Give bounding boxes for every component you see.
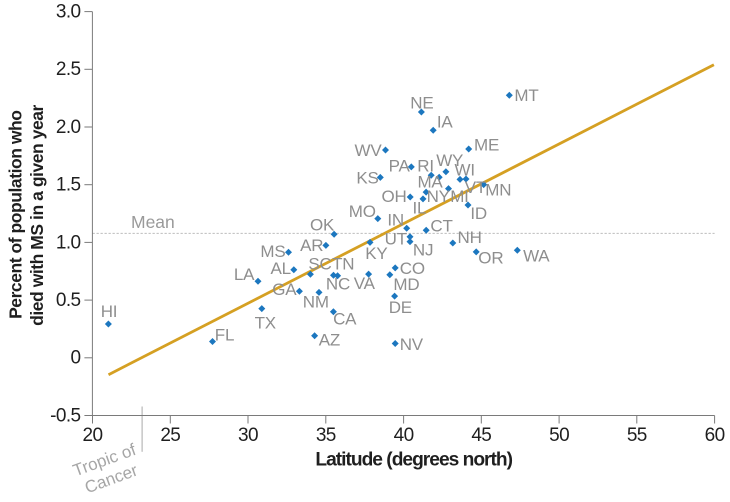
svg-text:TX: TX	[255, 313, 276, 332]
svg-text:SC: SC	[308, 255, 331, 274]
svg-text:OK: OK	[310, 216, 335, 235]
svg-text:NH: NH	[458, 228, 482, 247]
svg-text:IN: IN	[387, 211, 404, 230]
svg-text:CT: CT	[430, 217, 452, 236]
svg-text:Latitude (degrees north): Latitude (degrees north)	[315, 449, 512, 470]
svg-text:NM: NM	[303, 292, 329, 311]
svg-text:MS: MS	[260, 242, 285, 261]
svg-text:KS: KS	[356, 169, 378, 188]
svg-text:20: 20	[83, 425, 103, 446]
svg-text:0: 0	[71, 348, 81, 369]
svg-text:50: 50	[549, 425, 569, 446]
svg-text:MO: MO	[349, 202, 376, 221]
svg-text:CO: CO	[400, 259, 425, 278]
svg-text:DE: DE	[389, 298, 412, 317]
svg-text:NY: NY	[427, 187, 450, 206]
svg-text:LA: LA	[234, 265, 255, 284]
svg-text:NJ: NJ	[413, 240, 433, 259]
svg-text:40: 40	[394, 425, 414, 446]
svg-text:WY: WY	[436, 151, 463, 170]
svg-text:AR: AR	[300, 236, 323, 255]
svg-text:died with MS in a given year: died with MS in a given year	[27, 104, 47, 325]
svg-text:MA: MA	[417, 173, 443, 192]
svg-text:1.5: 1.5	[56, 175, 81, 196]
svg-text:IL: IL	[413, 199, 427, 218]
svg-text:2.0: 2.0	[56, 117, 81, 138]
svg-text:MD: MD	[393, 275, 419, 294]
svg-text:35: 35	[316, 425, 336, 446]
svg-text:MI: MI	[450, 187, 468, 206]
svg-text:NV: NV	[400, 335, 424, 354]
svg-text:0.5: 0.5	[56, 290, 81, 311]
svg-text:CA: CA	[333, 310, 357, 329]
svg-text:WA: WA	[523, 246, 550, 265]
svg-text:3.0: 3.0	[56, 2, 81, 23]
svg-text:25: 25	[160, 425, 180, 446]
svg-text:55: 55	[627, 425, 647, 446]
svg-text:1.0: 1.0	[56, 232, 81, 253]
svg-text:ME: ME	[474, 135, 499, 154]
svg-text:Percent of population who: Percent of population who	[5, 110, 25, 318]
svg-text:IA: IA	[437, 113, 454, 132]
svg-text:30: 30	[238, 425, 258, 446]
svg-text:FL: FL	[215, 326, 234, 345]
svg-text:WI: WI	[455, 161, 475, 180]
svg-text:Mean: Mean	[131, 212, 175, 232]
svg-text:OR: OR	[478, 249, 503, 268]
svg-text:GA: GA	[272, 280, 297, 299]
svg-text:OH: OH	[381, 187, 406, 206]
svg-text:MT: MT	[514, 86, 538, 105]
svg-text:VT: VT	[465, 178, 486, 197]
svg-text:2.5: 2.5	[56, 59, 81, 80]
svg-text:NC: NC	[326, 275, 350, 294]
svg-text:HI: HI	[101, 302, 118, 321]
svg-text:KY: KY	[365, 244, 387, 263]
svg-text:60: 60	[705, 425, 725, 446]
svg-text:UT: UT	[385, 230, 407, 249]
svg-text:RI: RI	[417, 156, 434, 175]
svg-text:AZ: AZ	[319, 331, 340, 350]
svg-text:NE: NE	[410, 94, 433, 113]
svg-text:TN: TN	[332, 254, 354, 273]
svg-text:ID: ID	[470, 204, 487, 223]
svg-text:AL: AL	[270, 259, 290, 278]
svg-text:MN: MN	[485, 181, 511, 200]
svg-text:45: 45	[471, 425, 491, 446]
svg-text:PA: PA	[389, 157, 411, 176]
svg-text:WV: WV	[355, 141, 383, 160]
svg-text:-0.5: -0.5	[50, 405, 80, 426]
svg-text:VA: VA	[354, 274, 376, 293]
